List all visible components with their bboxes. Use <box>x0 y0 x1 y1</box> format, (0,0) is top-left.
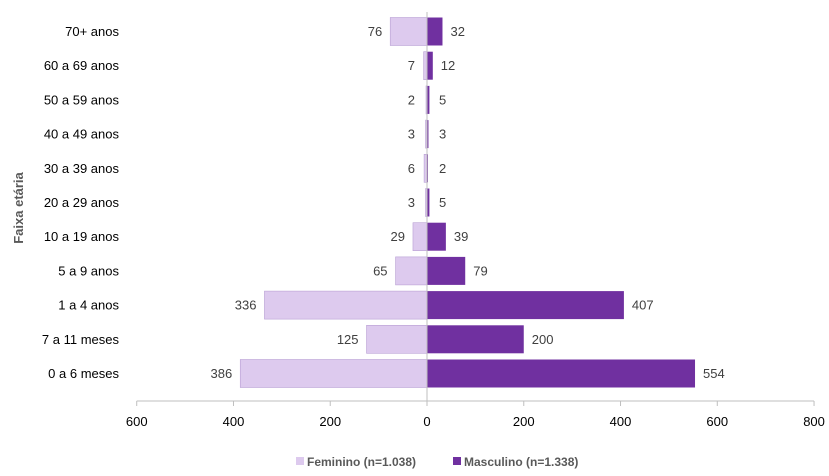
bar-masculino <box>427 325 524 354</box>
x-tick-label: 0 <box>423 414 430 429</box>
value-label-feminino: 65 <box>373 263 387 278</box>
value-label-masculino: 32 <box>450 24 464 39</box>
legend-swatch <box>453 457 461 465</box>
bar-masculino <box>427 222 446 251</box>
bar-masculino <box>427 120 429 149</box>
legend-item-masculino: Masculino (n=1.338) <box>453 455 578 469</box>
category-labels: 70+ anos 60 a 69 anos 50 a 59 anos 40 a 49 … <box>42 24 120 381</box>
legend: Feminino (n=1.038) Masculino (n=1.338) <box>296 455 578 469</box>
bar-masculino <box>427 51 433 80</box>
bar-feminino <box>239 359 428 388</box>
value-label-masculino: 407 <box>632 298 654 313</box>
value-label-masculino: 2 <box>439 161 446 176</box>
x-tick-label: 200 <box>319 414 341 429</box>
value-label-feminino: 3 <box>408 195 415 210</box>
bar-feminino <box>412 222 428 251</box>
value-label-masculino: 79 <box>473 263 487 278</box>
bar-masculino <box>427 17 443 46</box>
value-label-masculino: 39 <box>454 229 468 244</box>
x-tick-label: 400 <box>610 414 632 429</box>
bars-layer <box>239 17 696 388</box>
bar-masculino <box>427 188 430 217</box>
value-label-masculino: 200 <box>532 332 554 347</box>
value-label-feminino: 336 <box>235 298 257 313</box>
category-label: 50 a 59 anos <box>44 92 120 107</box>
bar-feminino <box>366 324 428 354</box>
bar-masculino <box>427 359 696 388</box>
x-tick-label: 600 <box>126 414 148 429</box>
value-label-masculino: 3 <box>439 127 446 142</box>
x-tick-label: 200 <box>513 414 535 429</box>
bar-masculino <box>427 291 624 320</box>
category-label: 40 a 49 anos <box>44 127 120 142</box>
bar-feminino <box>264 290 428 320</box>
bar-feminino <box>389 17 428 46</box>
y-axis-title: Faixa etária <box>11 171 26 243</box>
value-label-masculino: 12 <box>441 58 455 73</box>
bar-feminino <box>395 256 428 286</box>
category-label: 30 a 39 anos <box>44 161 120 176</box>
x-tick-label: 600 <box>706 414 728 429</box>
legend-label: Masculino (n=1.338) <box>464 455 578 469</box>
value-label-feminino: 2 <box>408 92 415 107</box>
legend-label: Feminino (n=1.038) <box>307 455 416 469</box>
x-tick-label: 400 <box>223 414 245 429</box>
bar-masculino <box>427 256 466 285</box>
value-label-feminino: 386 <box>211 366 233 381</box>
value-label-feminino: 76 <box>368 24 382 39</box>
legend-item-feminino: Feminino (n=1.038) <box>296 455 416 469</box>
value-label-feminino: 125 <box>337 332 359 347</box>
bar-masculino <box>427 85 430 114</box>
x-axis: 600 400 200 0 200 400 600 800 <box>126 400 825 429</box>
value-label-feminino: 29 <box>391 229 405 244</box>
value-label-feminino: 3 <box>408 127 415 142</box>
bar-feminino <box>423 51 428 81</box>
x-tick-label: 800 <box>803 414 825 429</box>
category-label: 7 a 11 meses <box>42 332 120 347</box>
legend-swatch <box>296 457 304 465</box>
category-label: 60 a 69 anos <box>44 58 120 73</box>
category-label: 20 a 29 anos <box>44 195 120 210</box>
value-label-feminino: 6 <box>408 161 415 176</box>
category-label: 70+ anos <box>65 24 119 39</box>
category-label: 5 a 9 anos <box>58 263 119 278</box>
value-label-masculino: 5 <box>439 195 446 210</box>
category-label: 1 a 4 anos <box>58 298 119 313</box>
category-label: 0 a 6 meses <box>48 366 119 381</box>
value-label-masculino: 5 <box>439 92 446 107</box>
category-label: 10 a 19 anos <box>44 229 120 244</box>
value-label-feminino: 7 <box>408 58 415 73</box>
value-label-masculino: 554 <box>703 366 725 381</box>
